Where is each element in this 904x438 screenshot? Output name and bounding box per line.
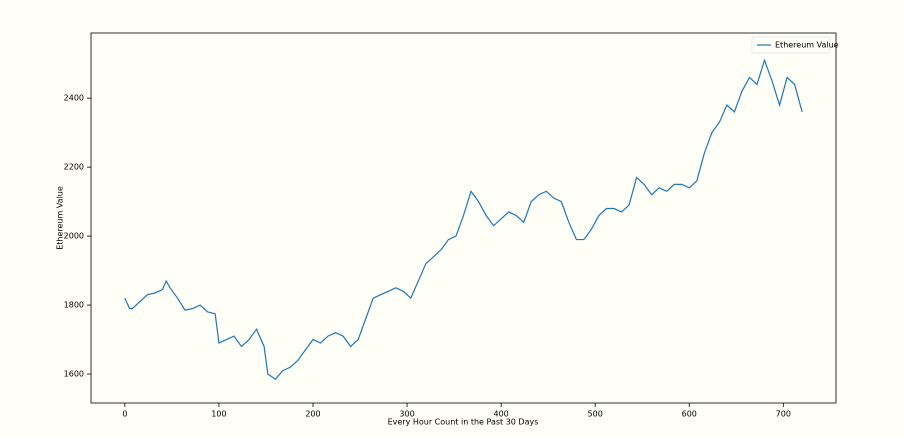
legend-box <box>751 36 831 54</box>
x-tick-label: 100 <box>211 410 226 419</box>
x-tick-label: 0 <box>122 410 127 419</box>
y-tick-label: 1800 <box>64 301 84 310</box>
x-axis-label: Every Hour Count in the Past 30 Days <box>388 418 539 427</box>
y-axis-label: Ethereum Value <box>56 186 65 250</box>
x-tick-label: 300 <box>399 410 414 419</box>
y-tick-label: 2200 <box>64 163 84 172</box>
data-line <box>124 58 803 381</box>
x-tick-label: 500 <box>588 410 603 419</box>
y-tick-label: 2400 <box>64 94 84 103</box>
y-tick-label: 1600 <box>64 370 84 379</box>
plot-frame <box>90 32 837 404</box>
legend-label: Ethereum Value <box>775 41 839 50</box>
x-tick-label: 200 <box>305 410 320 419</box>
x-tick-label: 400 <box>493 410 508 419</box>
x-tick-label: 600 <box>682 410 697 419</box>
x-tick-label: 700 <box>776 410 791 419</box>
y-tick-label: 2000 <box>64 232 84 241</box>
